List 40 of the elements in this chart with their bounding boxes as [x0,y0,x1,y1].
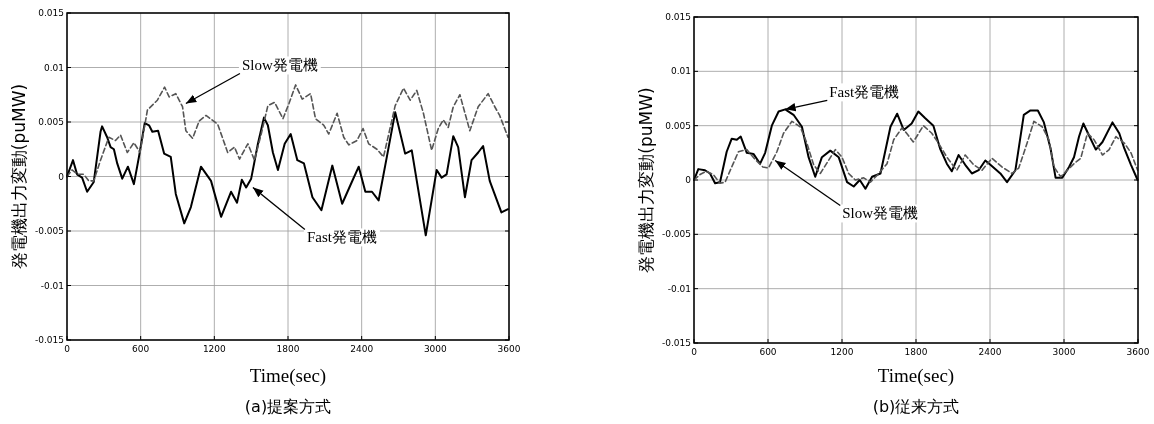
x-axis-title: Time(sec) [877,365,955,387]
y-tick-label: 0 [685,175,692,185]
x-tick-label: 3600 [497,344,521,354]
x-tick-label: 600 [132,344,150,354]
line-series [693,120,1139,185]
y-tick-label: -0.015 [34,335,64,345]
y-tick-label: -0.01 [40,280,64,291]
x-tick-label: 0 [691,347,698,357]
y-axis-title: 発電機出力変動(puMW) [636,87,656,273]
x-tick-label: 1800 [904,347,928,357]
x-tick-label: 2400 [350,344,374,354]
y-tick-label: 0.015 [38,8,64,18]
annotation: Fast発電機 [306,229,377,246]
y-tick-label: 0.015 [665,12,691,22]
x-tick-label: 600 [759,347,777,357]
annotation: Fast発電機 [829,84,900,101]
y-tick-label: -0.015 [661,338,691,348]
y-tick-label: -0.005 [661,229,691,240]
y-tick-label: 0 [58,171,65,182]
annotation: Slow発電機 [842,205,919,222]
y-tick-label: 0.005 [38,117,64,127]
annotation: Slow発電機 [241,57,318,74]
x-tick-label: 1200 [202,344,227,354]
y-tick-label: -0.01 [667,283,691,294]
y-tick-label: 0.01 [43,62,64,73]
y-tick-label: 0.005 [665,120,691,131]
x-tick-label: 1200 [830,347,854,357]
y-tick-label: -0.005 [34,226,64,236]
x-tick-label: 2400 [978,347,1002,357]
x-tick-label: 3000 [1052,347,1076,357]
text: (a)提案方式 [244,397,332,416]
y-axis-title: 発電機出力変動(puMW) [9,83,29,270]
x-axis-title: Time(sec) [249,365,327,387]
y-tick-label: 0.01 [670,66,691,77]
x-tick-label: 3600 [1126,347,1150,357]
text: (b)従来方式 [872,397,960,416]
line-series [66,84,509,182]
x-tick-label: 3000 [423,344,448,354]
x-tick-label: 1800 [276,344,300,354]
x-tick-label: 0 [64,344,71,354]
